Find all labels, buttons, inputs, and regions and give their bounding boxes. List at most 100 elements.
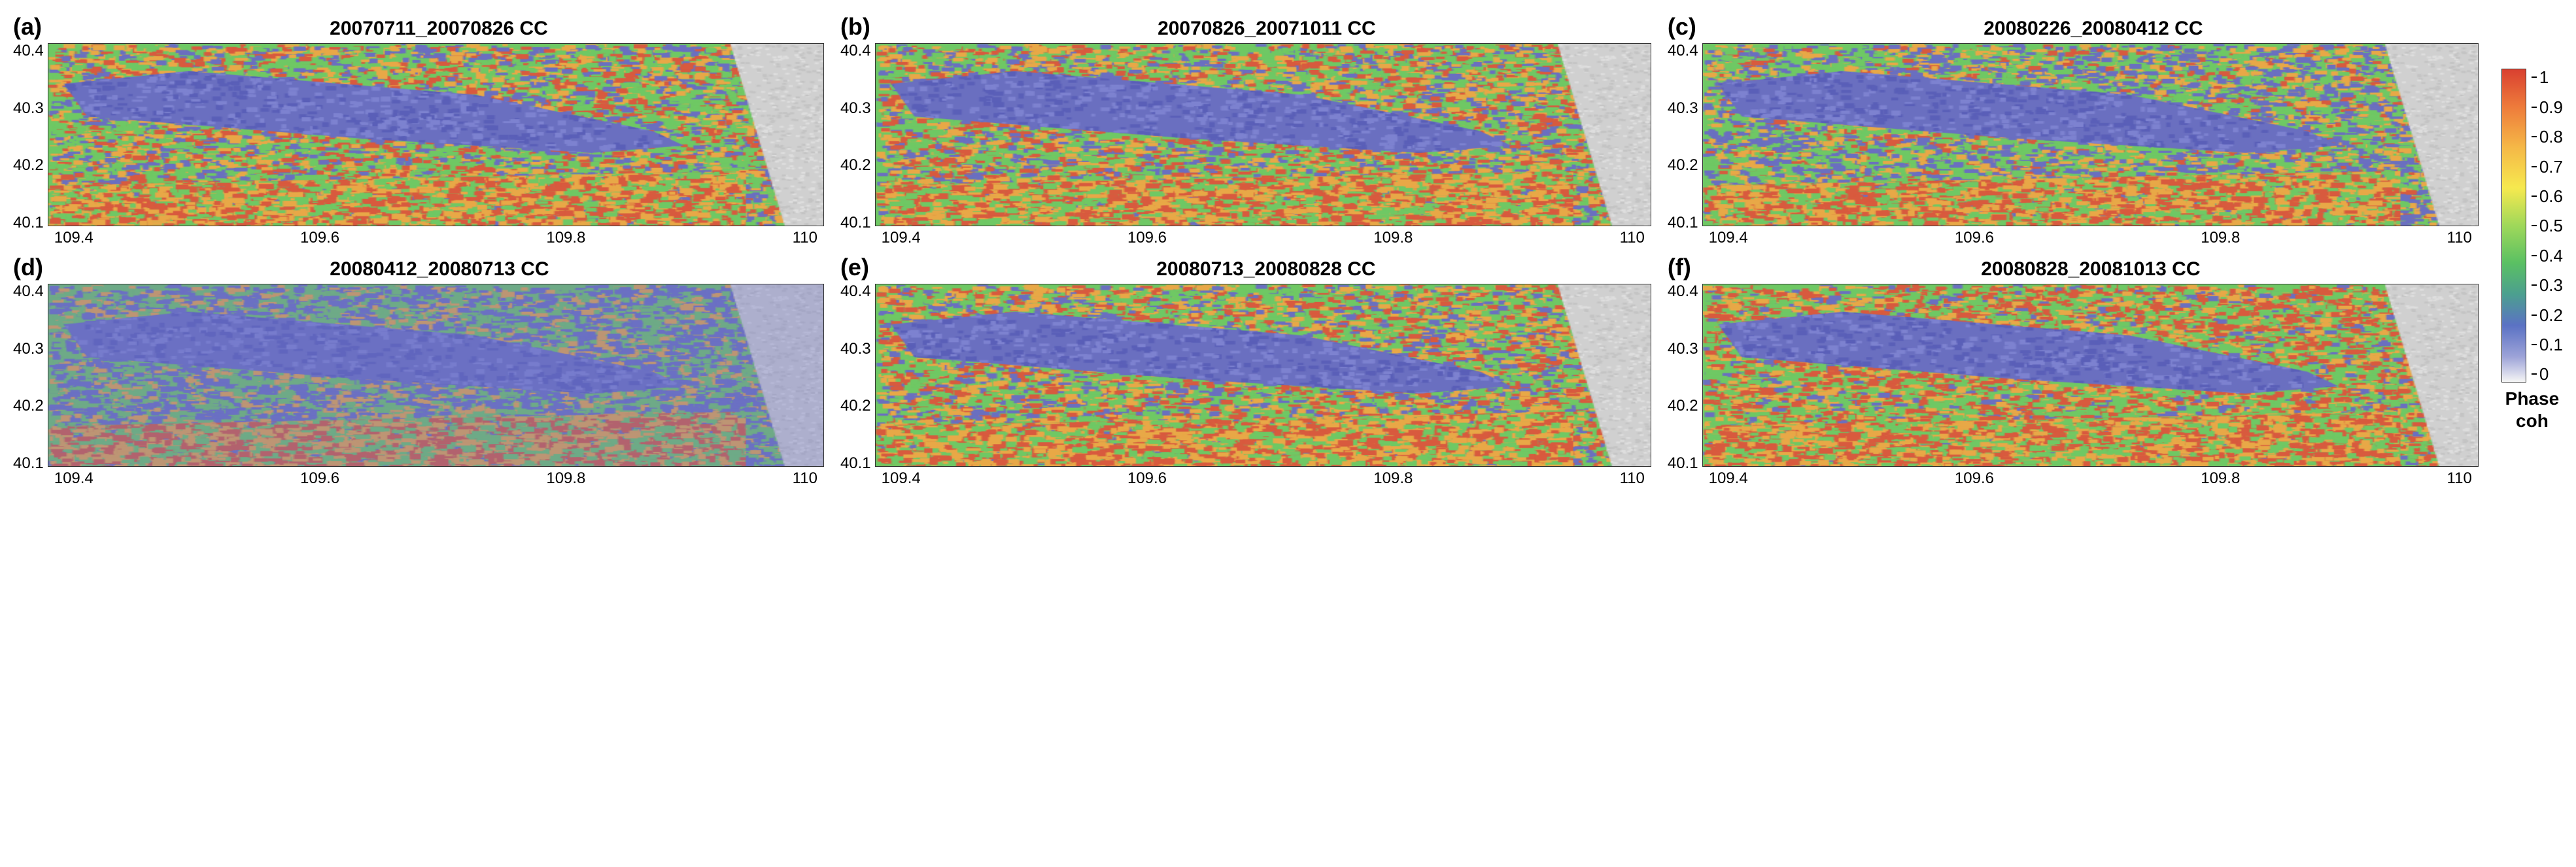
x-tick: 109.6: [1955, 229, 1994, 247]
x-tick: 109.6: [1127, 469, 1167, 488]
colorbar-tick: 0.6: [2532, 188, 2563, 205]
y-tick: 40.2: [13, 158, 44, 173]
map-wrap: 109.4109.6109.8110: [1702, 284, 2479, 488]
x-tick: 110: [793, 229, 817, 247]
panel-c: (c)20080226_20080412 CC40.440.340.240.11…: [1668, 13, 2479, 247]
panel-title: 20080412_20080713 CC: [55, 258, 824, 280]
x-tick: 110: [2447, 229, 2472, 247]
panel-header: (f) 20080828_20081013 CC: [1668, 254, 2479, 281]
y-tick: 40.3: [840, 101, 871, 116]
y-axis: 40.4 40.3 40.2 40.1: [13, 43, 48, 231]
x-axis: 109.4 109.6 109.8 110: [875, 467, 1651, 488]
plot-row: 40.440.340.240.1109.4109.6109.8110: [840, 43, 1651, 247]
y-tick: 40.2: [840, 398, 871, 414]
x-tick: 109.6: [1127, 229, 1167, 247]
panel-header: (b) 20070826_20071011 CC: [840, 13, 1651, 41]
x-tick: 109.4: [54, 229, 94, 247]
x-tick: 109.4: [1709, 229, 1748, 247]
x-tick: 109.6: [1955, 469, 1994, 488]
x-tick: 109.8: [546, 229, 585, 247]
y-tick: 40.2: [1668, 398, 1698, 414]
panel-header: (d) 20080412_20080713 CC: [13, 254, 824, 281]
colorbar-tick: 0.1: [2532, 336, 2563, 353]
y-tick: 40.3: [1668, 101, 1698, 116]
coherence-map: [1702, 284, 2479, 467]
x-tick: 109.4: [54, 469, 94, 488]
panel-f: (f) 20080828_20081013 CC 40.4 40.3 40.2 40.1 1…: [1668, 254, 2479, 488]
x-axis: 109.4109.6109.8110: [48, 467, 824, 488]
x-tick: 109.4: [1709, 469, 1748, 488]
y-axis: 40.4 40.3 40.2 40.1: [1668, 284, 1702, 471]
panel-letter: (f): [1668, 254, 1691, 281]
map-wrap: 109.4 109.6 109.8 110: [875, 284, 1651, 488]
colorbar-row: 10.90.80.70.60.50.40.30.20.10: [2501, 69, 2563, 382]
colorbar-gradient: [2501, 69, 2526, 382]
map-wrap: 109.4109.6109.8110: [48, 43, 824, 247]
panel-header: (c) 20080226_20080412 CC: [1668, 13, 2479, 41]
panel-d: (d)20080412_20080713 CC40.440.340.240.11…: [13, 254, 824, 488]
colorbar-tick: 0: [2532, 366, 2563, 382]
colorbar-tick: 0.2: [2532, 307, 2563, 324]
colorbar-tick: 0.3: [2532, 277, 2563, 294]
colorbar-tick: 0.9: [2532, 99, 2563, 116]
plot-row: 40.4 40.3 40.2 40.1 109.4 109.6 109.8 110: [1668, 43, 2479, 247]
y-axis: 40.440.340.240.1: [13, 284, 48, 471]
y-tick: 40.1: [1668, 215, 1698, 231]
colorbar-label: Phase coh: [2505, 388, 2560, 432]
x-axis: 109.4 109.6 109.8 110: [1702, 226, 2479, 247]
colorbar: 10.90.80.70.60.50.40.30.20.10Phase coh: [2501, 69, 2563, 432]
panel-title: 20080226_20080412 CC: [1708, 18, 2479, 40]
x-axis: 109.4109.6109.8110: [48, 226, 824, 247]
x-tick: 110: [793, 469, 817, 488]
y-tick: 40.2: [840, 158, 871, 173]
x-tick: 109.8: [2201, 229, 2240, 247]
coherence-map: [48, 43, 824, 226]
y-tick: 40.4: [1668, 43, 1698, 59]
panel-letter: (e): [840, 254, 869, 281]
y-tick: 40.2: [13, 398, 44, 414]
map-wrap: 109.4109.6109.8110: [48, 284, 824, 488]
x-tick: 110: [1620, 229, 1645, 247]
plot-row: 40.440.340.240.1109.4109.6109.8110: [13, 43, 824, 247]
y-tick: 40.3: [1668, 341, 1698, 357]
panel-title: 20080828_20081013 CC: [1703, 258, 2479, 280]
panel-e: (e)20080713_20080828 CC40.440.340.240.11…: [840, 254, 1651, 488]
y-tick: 40.1: [840, 456, 871, 471]
x-tick: 109.8: [546, 469, 585, 488]
x-tick: 109.8: [1373, 469, 1413, 488]
panel-title: 20080713_20080828 CC: [881, 258, 1651, 280]
y-tick: 40.3: [13, 101, 44, 116]
y-tick: 40.1: [1668, 456, 1698, 471]
x-tick: 110: [1620, 469, 1645, 488]
plot-row: 40.440.340.240.1109.4109.6109.8110: [1668, 284, 2479, 488]
y-tick: 40.4: [13, 43, 44, 59]
coherence-map: [1702, 43, 2479, 226]
panel-title: 20070711_20070826 CC: [54, 18, 824, 40]
panel-letter: (c): [1668, 13, 1696, 41]
colorbar-tick: 0.4: [2532, 247, 2563, 264]
panel-header: (a)20070711_20070826 CC: [13, 13, 824, 41]
y-tick: 40.1: [13, 215, 44, 231]
x-axis: 109.4109.6109.8110: [875, 226, 1651, 247]
y-tick: 40.3: [13, 341, 44, 357]
panel-letter: (d): [13, 254, 43, 281]
coherence-map: [875, 284, 1651, 467]
colorbar-tick: 0.5: [2532, 217, 2563, 234]
y-axis: 40.4 40.3 40.2 40.1: [1668, 43, 1702, 231]
panel-title: 20070826_20071011 CC: [882, 18, 1651, 40]
coherence-map: [48, 284, 824, 467]
y-tick: 40.4: [1668, 284, 1698, 299]
y-tick: 40.4: [13, 284, 44, 299]
plot-row: 40.440.340.240.1109.4109.6109.8110: [840, 284, 1651, 488]
figure-grid: (a)20070711_20070826 CC40.440.340.240.11…: [13, 13, 2563, 488]
x-tick: 109.4: [882, 469, 921, 488]
y-tick: 40.2: [1668, 158, 1698, 173]
panel-b: (b)20070826_20071011 CC40.440.340.240.11…: [840, 13, 1651, 247]
panel-letter: (b): [840, 13, 870, 41]
colorbar-ticks: 10.90.80.70.60.50.40.30.20.10: [2526, 69, 2563, 382]
x-tick: 109.4: [882, 229, 921, 247]
y-tick: 40.4: [840, 284, 871, 299]
coherence-map: [875, 43, 1651, 226]
colorbar-tick: 0.8: [2532, 128, 2563, 145]
map-wrap: 109.4 109.6 109.8 110: [1702, 43, 2479, 247]
